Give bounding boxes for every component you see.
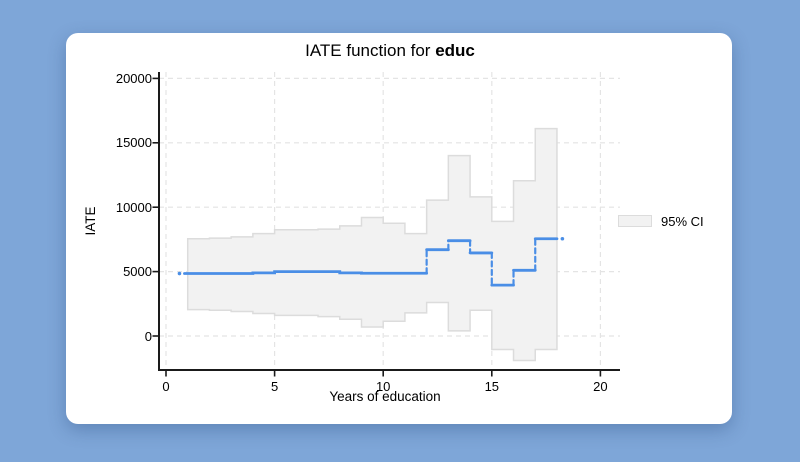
x-tick-label-5: 5 <box>270 379 279 394</box>
legend-ci-swatch-icon <box>618 215 652 227</box>
legend-ci-label: 95% CI <box>661 213 704 229</box>
chart-title: IATE function for educ <box>160 41 620 63</box>
y-tick-label-15000: 15000 <box>115 135 152 151</box>
y-axis-label: IATE <box>83 206 98 236</box>
y-tick-label-20000: 20000 <box>115 70 152 86</box>
ci-band <box>186 127 558 362</box>
chart-card: IATE function for educ IATE Years of edu… <box>66 33 732 424</box>
y-tick-label-10000: 10000 <box>115 199 152 215</box>
chart-title-variable: educ <box>435 41 475 60</box>
x-tick-label-10: 10 <box>375 379 391 394</box>
iate-step-line <box>183 237 559 287</box>
x-tick-label-15: 15 <box>484 379 500 394</box>
x-axis-label: Years of education <box>329 389 441 404</box>
line-end-marker-1 <box>560 236 565 241</box>
legend: 95% CI <box>618 213 704 229</box>
y-tick-label-5000: 5000 <box>123 264 152 280</box>
plot-area <box>152 72 620 377</box>
line-end-marker-0 <box>177 271 182 276</box>
x-tick-label-20: 20 <box>593 379 608 394</box>
y-tick-label-0: 0 <box>144 328 152 344</box>
x-tick-label-0: 0 <box>162 379 170 394</box>
chart-title-text: IATE function for <box>305 41 436 60</box>
